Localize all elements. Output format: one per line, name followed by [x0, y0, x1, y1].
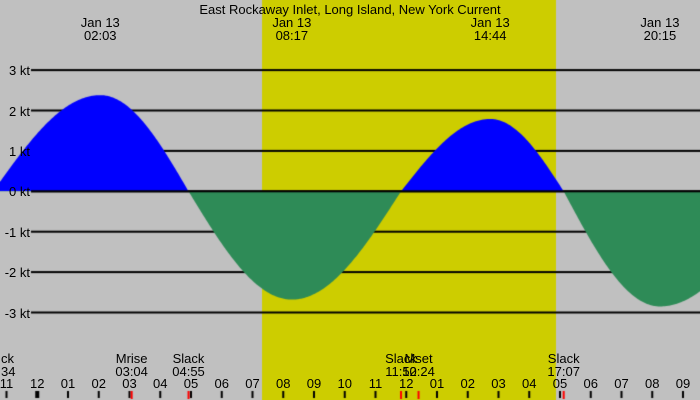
max-current-time: 02:03 [84, 28, 117, 43]
y-axis-tick-label: 3 kt [9, 63, 30, 79]
hour-tick-label: 09 [675, 376, 691, 391]
tide-event-label: Slack 11:50 [356, 352, 446, 378]
y-axis-tick-label: -2 kt [4, 265, 30, 281]
hour-tick-label: 10 [337, 376, 352, 391]
tide-event-time: 11:50 [385, 364, 417, 379]
hour-tick-label: 04 [522, 376, 537, 391]
hour-tick-label: 06 [583, 376, 598, 391]
tide-event-name: Slack [385, 351, 417, 366]
tide-event-time: 17:07 [547, 364, 580, 379]
tide-event-name: Mset [404, 351, 433, 366]
max-current-date: Jan 13 [470, 15, 510, 30]
y-axis-tick-label: 1 kt [9, 143, 30, 159]
clipped-event-name-fragment: ck [1, 351, 14, 366]
hour-tick-label: 02 [460, 376, 475, 391]
hour-tick-label: 09 [306, 376, 322, 391]
max-current-date: Jan 13 [80, 15, 120, 30]
tide-event-label: Slack 04:55 [144, 352, 234, 378]
hour-tick-label: 03 [122, 376, 137, 391]
tide-event-time: 03:04 [115, 364, 148, 379]
tide-event-name: Slack [547, 351, 580, 366]
max-current-label: Jan 13 20:15 [615, 16, 700, 42]
max-current-time: 08:17 [275, 28, 309, 43]
tide-event-label: Mrise 03:04 [87, 352, 177, 378]
hour-tick-label: 11 [368, 376, 383, 391]
max-current-label: Jan 13 02:03 [55, 16, 145, 42]
hour-tick-label: 05 [183, 376, 199, 391]
hour-tick-label: 08 [276, 376, 291, 391]
tide-event-label: Mset 12:24 [374, 352, 464, 378]
max-current-time: 20:15 [643, 28, 677, 43]
hour-tick-label: 11 [0, 376, 14, 391]
clipped-event-label: ck 34 [1, 352, 15, 378]
y-axis-tick-label: -3 kt [4, 305, 30, 321]
hour-tick-label: 07 [614, 376, 629, 391]
hour-tick-label: 03 [491, 376, 506, 391]
hour-tick-label: 08 [645, 376, 660, 391]
y-axis-tick-label: -1 kt [4, 224, 30, 240]
clipped-event-time-fragment: 34 [1, 364, 16, 379]
tide-event-name: Mrise [115, 351, 148, 366]
hour-tick-label: 12 [399, 376, 414, 391]
y-axis-tick-label: 2 kt [9, 103, 30, 119]
hour-tick-label: 04 [153, 376, 168, 391]
hour-tick-label: 07 [245, 376, 260, 391]
max-current-date: Jan 13 [272, 15, 312, 30]
tide-event-time: 04:55 [172, 364, 205, 379]
hour-tick-label: 01 [60, 376, 76, 391]
y-axis-tick-label: 0 kt [9, 184, 30, 200]
chart-title: East Rockaway Inlet, Long Island, New Yo… [199, 2, 501, 17]
hour-tick-label: 02 [91, 376, 106, 391]
max-current-label: Jan 13 14:44 [445, 16, 535, 42]
hour-tick-label: 05 [552, 376, 568, 391]
hour-tick-label: 01 [429, 376, 445, 391]
tide-event-name: Slack [172, 351, 205, 366]
hour-tick-label: 12 [30, 376, 45, 391]
max-current-date: Jan 13 [640, 15, 680, 30]
hour-tick-label: 06 [214, 376, 229, 391]
max-current-label: Jan 13 08:17 [247, 16, 337, 42]
max-current-time: 14:44 [473, 28, 507, 43]
tide-event-time: 12:24 [402, 364, 435, 379]
tide-event-label: Slack 17:07 [519, 352, 609, 378]
